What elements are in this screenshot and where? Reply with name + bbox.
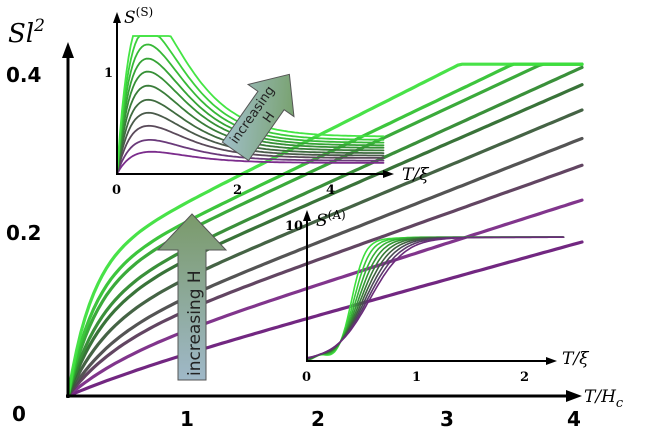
inset-a-x-tick-label: 2 (520, 370, 529, 385)
inset-a-x-axis-arrowhead (546, 357, 557, 365)
inset-a-series-line (306, 236, 565, 360)
inset-a-series-line (306, 236, 565, 362)
inset-a-series-line (306, 236, 565, 361)
inset-a-y-axis-arrowhead (303, 210, 311, 221)
main-series-line (66, 240, 584, 398)
main-x-axis-arrowhead (566, 390, 582, 402)
inset-a-y-tick-label: 10 (285, 219, 303, 234)
inset-a-series-line (306, 236, 565, 359)
main-series-line (66, 62, 584, 398)
inset-antisymmetric-chart: 10 0 1 2 S(A) T/ξ (285, 208, 590, 385)
inset-a-y-axis-label: S(A) (316, 208, 346, 231)
main-chart: 0.4 0.2 0 1 2 3 4 Sl2 T/Hc increasing H (6, 16, 624, 431)
main-x-tick-label: 2 (311, 407, 325, 431)
main-series-line (66, 83, 584, 398)
main-series-line (66, 108, 584, 398)
main-series-line (66, 65, 584, 398)
inset-a-x-axis-label: T/ξ (562, 349, 590, 369)
inset-s-x-axis-arrowhead (383, 170, 394, 178)
main-y-axis-label: Sl2 (8, 16, 45, 49)
inset-a-series-line (306, 236, 565, 359)
inset-s-y-axis-label: S(S) (124, 5, 153, 28)
inset-s-x-axis-label: T/ξ (402, 165, 430, 185)
increasing-h-arrow-shape (156, 213, 228, 381)
main-y-tick-label: 0 (12, 402, 26, 426)
main-x-axis-label: T/Hc (584, 387, 624, 411)
inset-a-series-line (306, 236, 565, 361)
inset-antisymmetric-curves (306, 236, 565, 362)
inset-s-x-tick-label: 4 (326, 183, 335, 198)
main-y-axis-arrowhead (62, 42, 74, 58)
inset-increasing-h-arrow-shape (221, 73, 295, 162)
inset-s-y-axis-arrowhead (113, 12, 121, 23)
inset-s-y-tick-label: 1 (104, 66, 113, 81)
main-x-tick-label: 1 (180, 407, 194, 431)
inset-s-series-line (116, 150, 385, 174)
main-y-tick-label: 0.4 (6, 63, 41, 87)
main-x-tick-label: 3 (440, 407, 454, 431)
main-y-tick-label: 0.2 (6, 221, 41, 245)
inset-a-series-line (306, 236, 565, 361)
increasing-h-arrow: increasing H (156, 213, 228, 381)
main-x-tick-label: 4 (567, 407, 581, 431)
inset-a-series-line (306, 236, 565, 360)
main-series-line (66, 163, 584, 398)
inset-symmetric-chart: 1 0 2 4 S(S) T/ξ increasing H (104, 5, 430, 198)
main-series-line (66, 62, 584, 398)
inset-a-x-tick-label: 0 (302, 370, 311, 385)
main-series-line (66, 136, 584, 398)
inset-a-series-line (306, 236, 565, 361)
increasing-h-arrow-label: increasing H (185, 270, 205, 376)
inset-s-x-tick-label: 2 (233, 183, 242, 198)
main-series-line (66, 198, 584, 398)
inset-a-x-tick-label: 1 (412, 370, 421, 385)
inset-s-x-tick-label: 0 (112, 183, 121, 198)
